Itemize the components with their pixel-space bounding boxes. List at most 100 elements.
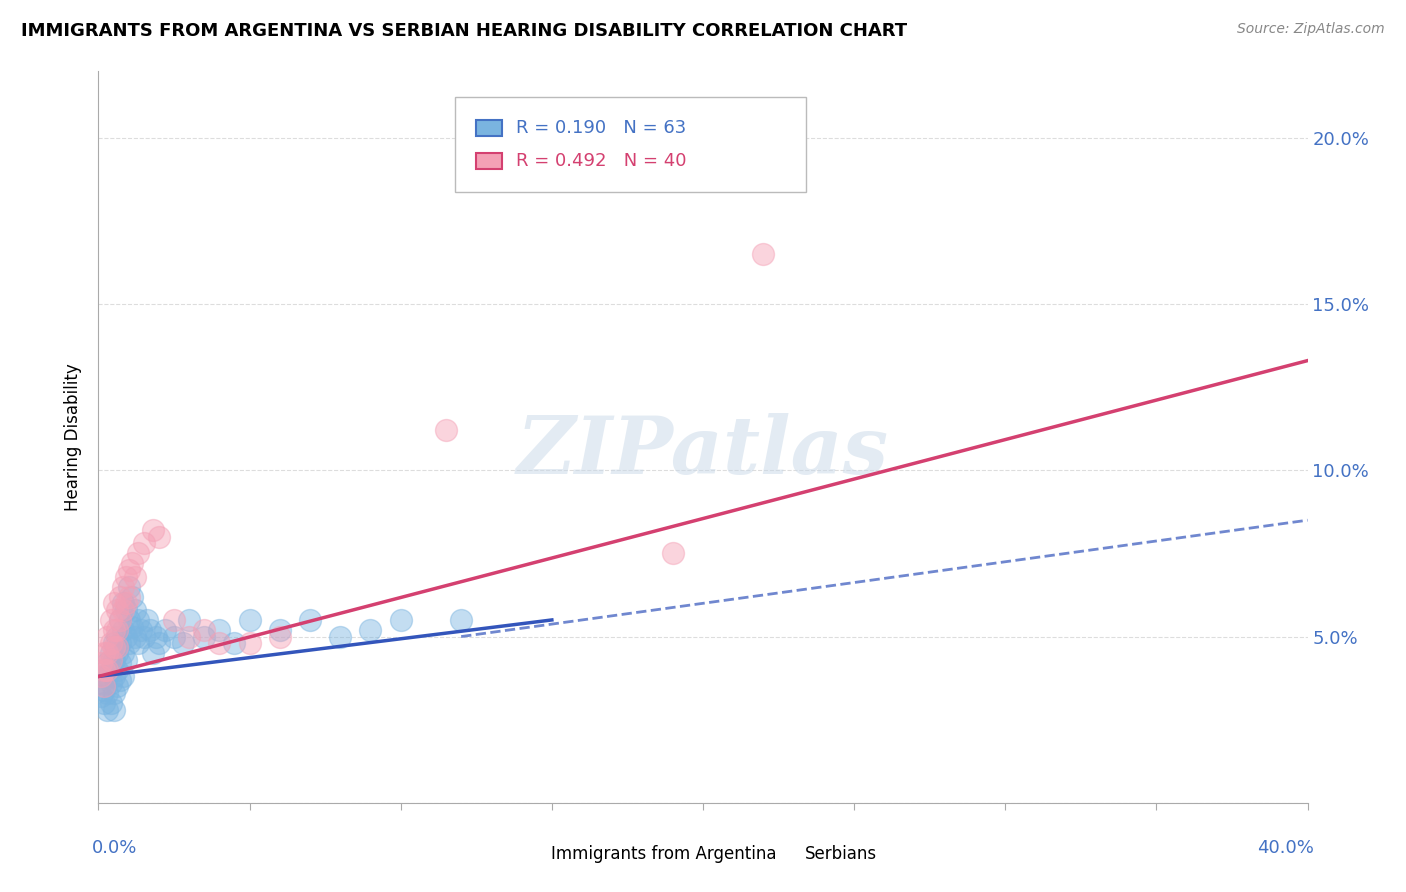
Point — [108, 656, 131, 670]
Point — [111, 669, 134, 683]
Point — [142, 646, 165, 660]
Point — [269, 623, 291, 637]
Text: 0.0%: 0.0% — [93, 839, 138, 857]
Point — [96, 630, 118, 644]
Point — [103, 703, 125, 717]
Point — [172, 636, 194, 650]
Point — [93, 682, 115, 697]
Point — [105, 646, 128, 660]
Point — [96, 663, 118, 677]
Point — [96, 669, 118, 683]
Point — [127, 613, 149, 627]
Point — [103, 623, 125, 637]
Point — [114, 603, 136, 617]
Point — [124, 603, 146, 617]
Point — [93, 663, 115, 677]
Point — [103, 686, 125, 700]
Point — [114, 596, 136, 610]
Point — [103, 640, 125, 654]
Point — [135, 613, 157, 627]
Point — [111, 646, 134, 660]
Point — [105, 603, 128, 617]
Point — [121, 590, 143, 604]
Point — [118, 563, 141, 577]
Point — [105, 640, 128, 654]
Point — [661, 546, 683, 560]
Point — [163, 630, 186, 644]
Point — [208, 636, 231, 650]
Point — [105, 630, 128, 644]
Text: 40.0%: 40.0% — [1257, 839, 1313, 857]
Point — [124, 630, 146, 644]
Point — [111, 603, 134, 617]
Point — [108, 613, 131, 627]
Point — [111, 596, 134, 610]
Point — [132, 536, 155, 550]
Point — [103, 653, 125, 667]
Point — [114, 653, 136, 667]
Point — [148, 530, 170, 544]
Point — [752, 247, 775, 261]
Point — [129, 623, 152, 637]
Point — [118, 590, 141, 604]
FancyBboxPatch shape — [769, 847, 796, 863]
Point — [450, 613, 472, 627]
FancyBboxPatch shape — [516, 847, 543, 863]
FancyBboxPatch shape — [475, 153, 502, 169]
Point — [124, 570, 146, 584]
Point — [179, 630, 201, 644]
Point — [148, 636, 170, 650]
Point — [127, 636, 149, 650]
Point — [103, 596, 125, 610]
Point — [100, 676, 122, 690]
Text: R = 0.492   N = 40: R = 0.492 N = 40 — [516, 152, 686, 169]
Point — [90, 656, 112, 670]
Point — [103, 669, 125, 683]
Point — [100, 653, 122, 667]
FancyBboxPatch shape — [456, 97, 806, 192]
Point — [108, 590, 131, 604]
Point — [105, 663, 128, 677]
Point — [105, 623, 128, 637]
Point — [108, 636, 131, 650]
FancyBboxPatch shape — [475, 120, 502, 136]
Point — [208, 623, 231, 637]
Point — [105, 680, 128, 694]
Point — [224, 636, 246, 650]
Point — [127, 546, 149, 560]
Point — [389, 613, 412, 627]
Point — [96, 686, 118, 700]
Point — [269, 630, 291, 644]
Point — [193, 630, 215, 644]
Point — [111, 580, 134, 594]
Point — [118, 636, 141, 650]
Point — [90, 676, 112, 690]
Point — [121, 619, 143, 633]
Point — [108, 613, 131, 627]
Text: ZIPatlas: ZIPatlas — [517, 413, 889, 491]
Point — [434, 424, 457, 438]
Point — [114, 630, 136, 644]
Point — [100, 646, 122, 660]
Text: Immigrants from Argentina: Immigrants from Argentina — [551, 845, 776, 863]
Text: Serbians: Serbians — [804, 845, 877, 863]
Point — [114, 570, 136, 584]
Point — [239, 613, 262, 627]
Point — [93, 646, 115, 660]
Point — [108, 673, 131, 687]
Point — [118, 613, 141, 627]
Point — [163, 613, 186, 627]
Point — [93, 669, 115, 683]
Point — [96, 656, 118, 670]
Point — [103, 636, 125, 650]
Point — [239, 636, 262, 650]
Point — [142, 523, 165, 537]
Point — [153, 623, 176, 637]
Text: R = 0.190   N = 63: R = 0.190 N = 63 — [516, 120, 686, 137]
Point — [100, 696, 122, 710]
Point — [139, 623, 162, 637]
Point — [193, 623, 215, 637]
Point — [100, 613, 122, 627]
Point — [90, 669, 112, 683]
Point — [329, 630, 352, 644]
